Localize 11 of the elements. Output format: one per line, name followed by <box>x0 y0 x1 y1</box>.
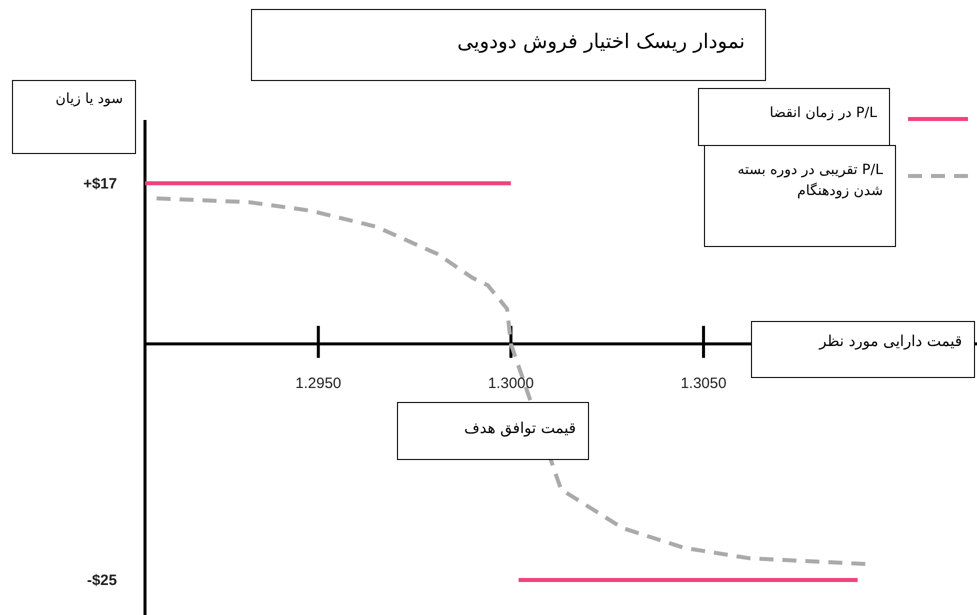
picture-text-frame: نمودار ریسک اختیار فروش دودویی <box>251 9 766 81</box>
x-tick-label: 1.3000 <box>488 374 534 392</box>
y-tick-label: +$17 <box>83 175 117 192</box>
picture-text-frame: سود یا زیان <box>12 80 136 154</box>
picture-text-frame: P/L تقریبی در دوره بسته شدن زودهنگام <box>704 145 896 247</box>
y-tick-label: -$25 <box>86 572 117 590</box>
picture-text-frame: P/L در زمان انقضا <box>698 88 890 146</box>
x-tick-label: 1.2950 <box>295 374 342 392</box>
picture-text-frame: قیمت دارایی مورد نظر <box>751 320 975 378</box>
x-tick-label: 1.3050 <box>680 374 726 392</box>
picture-text-frame: قیمت توافق هدف <box>396 402 589 460</box>
